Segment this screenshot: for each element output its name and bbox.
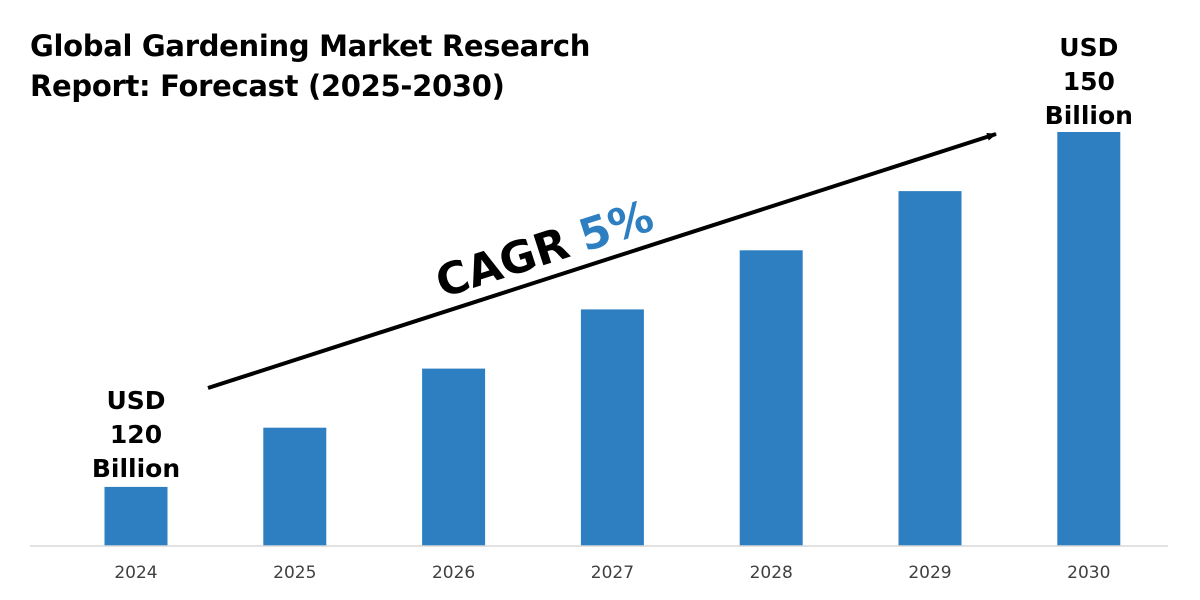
- end-value-label-line-3: Billion: [1045, 101, 1133, 130]
- bar-2025: [263, 427, 327, 546]
- start-value-label-line-2: 120: [110, 420, 162, 449]
- start-value-label-line-1: USD: [106, 386, 165, 415]
- x-tick-label-2028: 2028: [750, 563, 793, 583]
- end-value-label-line-1: USD: [1059, 33, 1118, 62]
- bar-2026: [422, 368, 486, 546]
- start-value-label-line-3: Billion: [92, 454, 180, 483]
- value-labels-group: USD 120 Billion USD 150 Billion: [92, 33, 1133, 483]
- chart-title: Global Gardening Market Research Report:…: [30, 29, 591, 103]
- bar-2028: [739, 250, 803, 547]
- x-tick-labels: 2024 2025 2026 2027 2028 2029 2030: [114, 563, 1110, 583]
- bar-2029: [898, 191, 962, 546]
- bars-group: [104, 132, 1121, 547]
- bar-2030: [1057, 132, 1121, 546]
- end-value-label-line-2: 150: [1063, 67, 1115, 96]
- x-tick-label-2027: 2027: [591, 563, 634, 583]
- x-tick-label-2029: 2029: [908, 563, 951, 583]
- x-tick-label-2024: 2024: [114, 563, 157, 583]
- x-tick-label-2026: 2026: [432, 563, 475, 583]
- bar-2024: [104, 486, 168, 546]
- cagr-value: 5%: [573, 191, 660, 262]
- bar-2027: [580, 309, 644, 546]
- cagr-annotation: CAGR5%: [430, 191, 660, 309]
- x-tick-label-2025: 2025: [273, 563, 316, 583]
- cagr-arrow: [207, 132, 997, 390]
- x-tick-label-2030: 2030: [1067, 563, 1110, 583]
